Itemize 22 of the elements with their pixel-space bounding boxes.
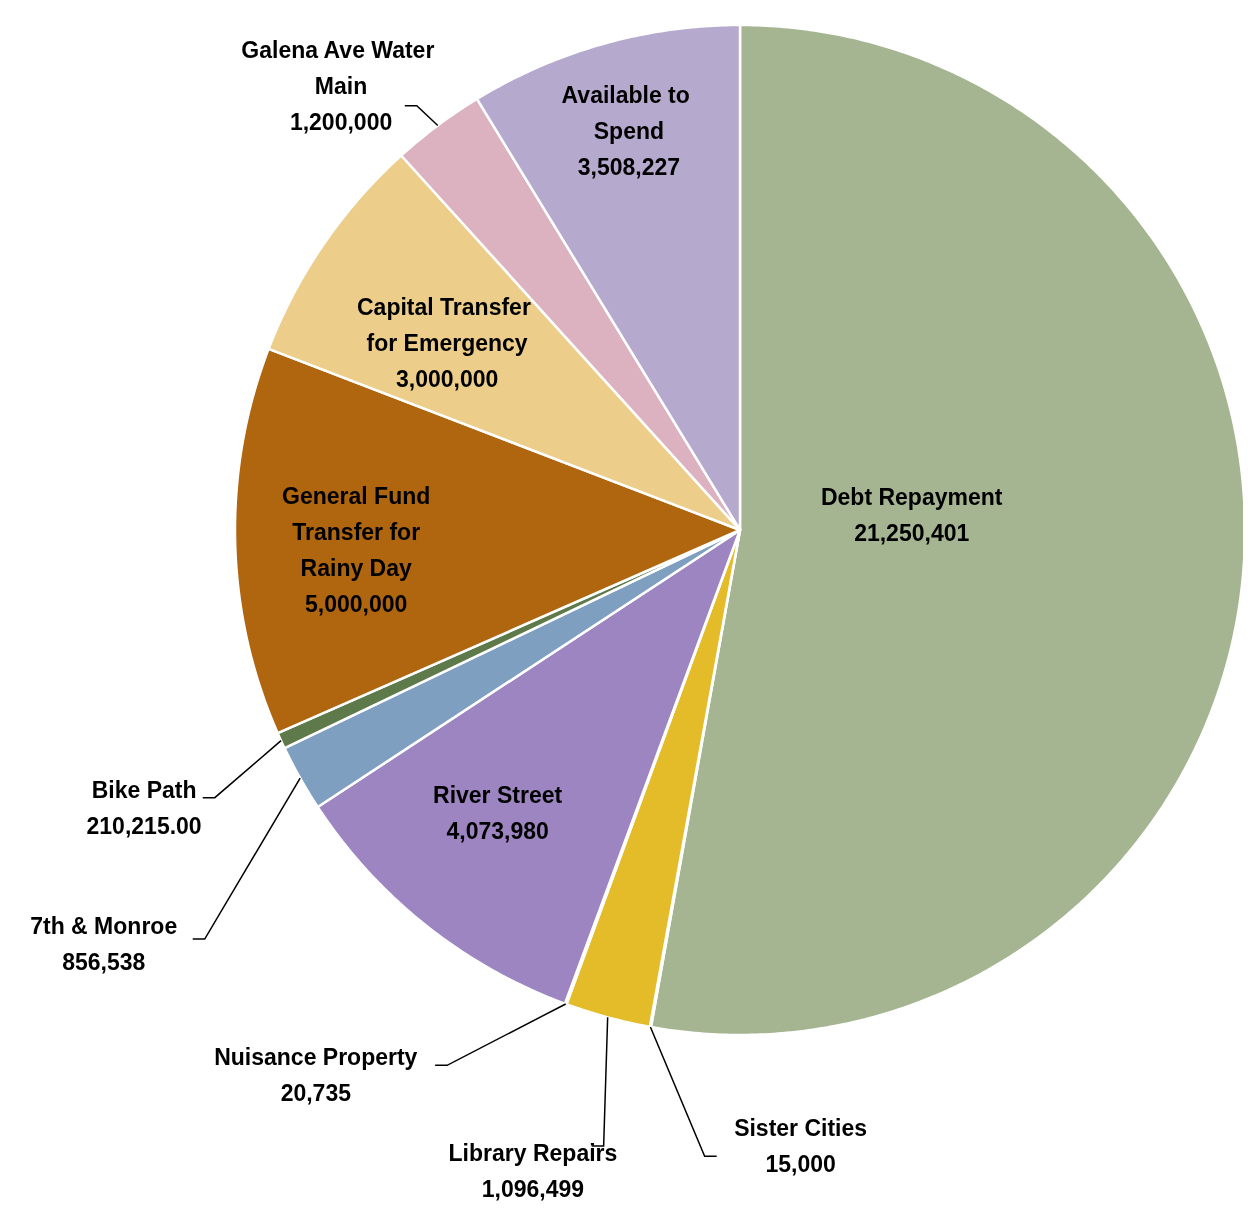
- data-label: 3,000,000: [395, 366, 499, 393]
- slice-label: River Street: [433, 781, 563, 808]
- slice-label: Sister Cities: [734, 1115, 868, 1142]
- slice-label: Debt Repayment: [820, 483, 1003, 510]
- slice-label: Capital Transfer for Emergency: [356, 294, 538, 357]
- data-label: 1,200,000: [289, 108, 393, 135]
- data-label: 15,000: [765, 1151, 836, 1178]
- slice-label: Available to Spend: [561, 82, 697, 145]
- data-label: 856,538: [62, 949, 146, 976]
- data-label: 3,508,227: [577, 154, 681, 181]
- data-label: 4,073,980: [446, 817, 549, 844]
- data-label: 5,000,000: [305, 591, 408, 618]
- slice-label: Nuisance Property: [214, 1044, 418, 1071]
- data-label: 1,096,499: [481, 1176, 585, 1203]
- data-label: 21,250,401: [854, 519, 970, 546]
- slice-label: 7th & Monroe: [30, 913, 178, 940]
- slice-label: Library Repairs: [448, 1140, 618, 1167]
- slice-label: General Fund Transfer for Rainy Day: [282, 483, 431, 582]
- data-label: 20,735: [280, 1080, 352, 1107]
- slice-label: Galena Ave Water Main: [241, 36, 441, 99]
- data-label: 210,215.00: [86, 812, 202, 839]
- slice-label: Bike Path: [91, 776, 197, 803]
